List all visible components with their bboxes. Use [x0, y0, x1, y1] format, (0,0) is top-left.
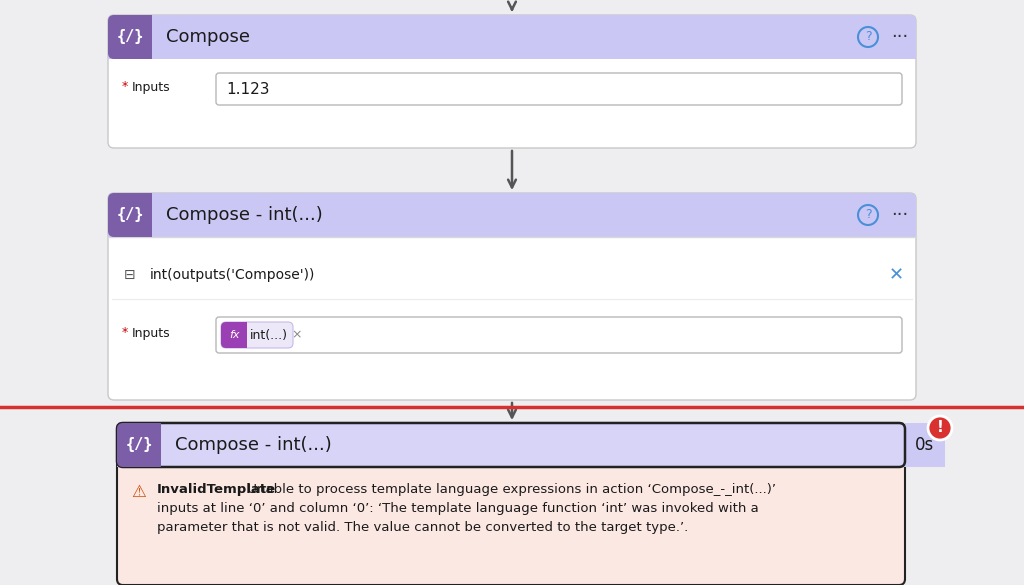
FancyBboxPatch shape: [117, 423, 905, 585]
Bar: [117, 445, 905, 467]
FancyBboxPatch shape: [108, 15, 916, 59]
Text: InvalidTemplate: InvalidTemplate: [157, 483, 276, 496]
Text: Compose - int(...): Compose - int(...): [175, 436, 332, 454]
Text: Inputs: Inputs: [132, 326, 171, 339]
FancyBboxPatch shape: [108, 15, 152, 59]
Text: {/}: {/}: [125, 438, 153, 453]
Text: !: !: [937, 421, 943, 435]
Bar: [130, 15, 152, 59]
Text: ···: ···: [891, 206, 908, 224]
Text: 0s: 0s: [915, 436, 935, 454]
Text: Inputs: Inputs: [132, 81, 171, 94]
Bar: [108, 215, 916, 237]
FancyBboxPatch shape: [108, 193, 916, 400]
Text: ⊟: ⊟: [124, 268, 136, 282]
Text: fx: fx: [228, 330, 240, 340]
Bar: [108, 37, 916, 59]
Text: int(outputs('Compose')): int(outputs('Compose')): [150, 268, 315, 282]
FancyBboxPatch shape: [117, 423, 905, 467]
Text: {/}: {/}: [117, 208, 143, 222]
Text: *: *: [122, 326, 132, 339]
Text: int(...): int(...): [250, 329, 288, 342]
FancyBboxPatch shape: [108, 15, 916, 148]
FancyBboxPatch shape: [221, 322, 293, 348]
FancyBboxPatch shape: [216, 73, 902, 105]
Text: {/}: {/}: [117, 29, 143, 44]
FancyBboxPatch shape: [117, 423, 161, 467]
Text: inputs at line ‘0’ and column ‘0’: ‘The template language function ‘int’ was inv: inputs at line ‘0’ and column ‘0’: ‘The …: [157, 502, 759, 515]
Text: *: *: [122, 81, 132, 94]
Text: . Unable to process template language expressions in action ‘Compose_-_int(...)’: . Unable to process template language ex…: [239, 483, 776, 496]
Circle shape: [928, 416, 952, 440]
Text: Compose: Compose: [166, 28, 250, 46]
Text: ⚠: ⚠: [131, 483, 146, 501]
Text: ···: ···: [891, 28, 908, 46]
FancyBboxPatch shape: [216, 317, 902, 353]
Bar: [139, 423, 161, 467]
Text: ×: ×: [292, 329, 302, 342]
Text: ✕: ✕: [889, 266, 903, 284]
Text: ?: ?: [864, 30, 871, 43]
Text: Compose - int(...): Compose - int(...): [166, 206, 323, 224]
Bar: [234, 322, 247, 348]
Text: 1.123: 1.123: [226, 81, 269, 97]
FancyBboxPatch shape: [905, 423, 945, 467]
Text: ?: ?: [864, 208, 871, 222]
FancyBboxPatch shape: [221, 322, 247, 348]
FancyBboxPatch shape: [108, 193, 152, 237]
FancyBboxPatch shape: [108, 193, 916, 237]
Text: parameter that is not valid. The value cannot be converted to the target type.’.: parameter that is not valid. The value c…: [157, 521, 688, 534]
Bar: [130, 193, 152, 237]
